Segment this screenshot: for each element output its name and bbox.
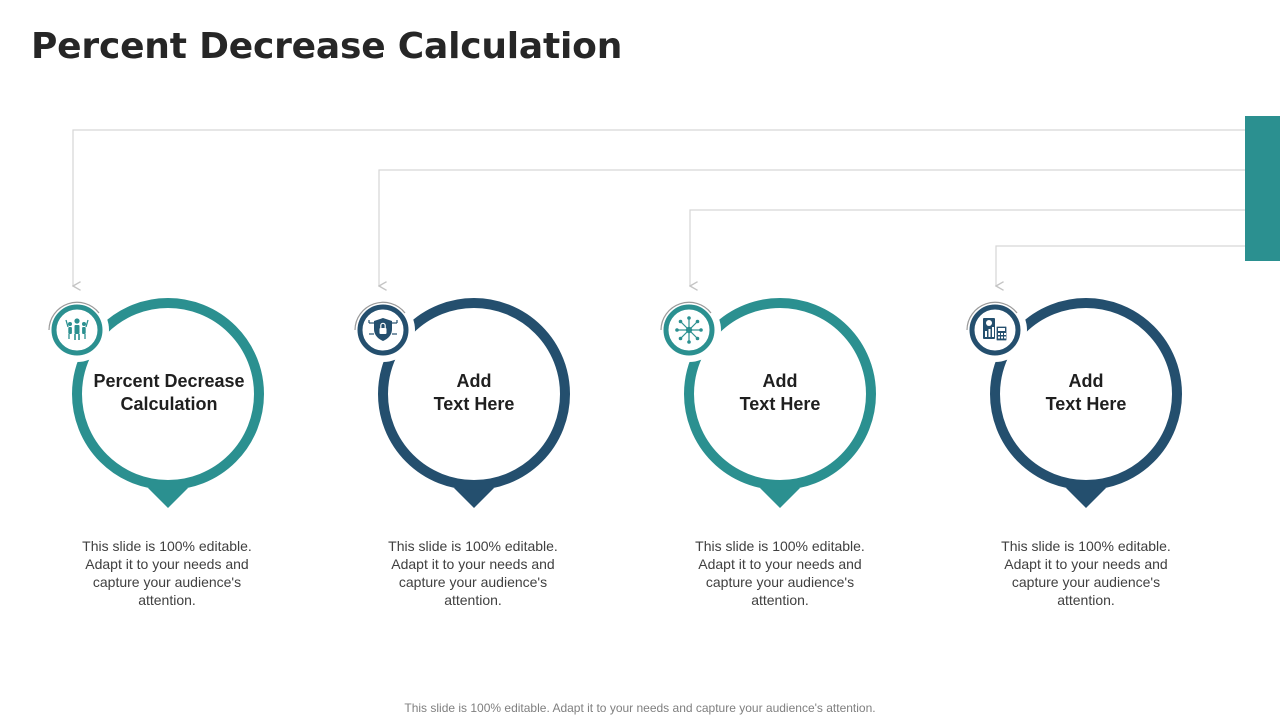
step-ring-1 [72, 298, 264, 508]
icon-badge-2 [351, 298, 415, 362]
step-ring-4 [990, 298, 1182, 508]
step-label-4: Add Text Here [1045, 371, 1127, 414]
icon-badge-3 [657, 298, 721, 362]
step-label-3: Add Text Here [739, 371, 821, 414]
footer-note: This slide is 100% editable. Adapt it to… [404, 701, 876, 715]
connector-line-3 [690, 209, 1245, 286]
step-ring-2 [378, 298, 570, 508]
side-accent-bar [1245, 116, 1280, 261]
step-description-4: This slide is 100% editable. Adapt it to… [1001, 538, 1171, 608]
step-description-1: This slide is 100% editable. Adapt it to… [82, 538, 252, 608]
page-title: Percent Decrease Calculation [31, 26, 623, 67]
icon-badge-4 [963, 298, 1027, 362]
shield-lock-icon [368, 318, 398, 341]
step-description-2: This slide is 100% editable. Adapt it to… [388, 538, 558, 608]
step-label-2: Add Text Here [433, 371, 515, 414]
connector-line-4 [996, 245, 1245, 286]
connector-line-2 [379, 169, 1245, 286]
team-icon [65, 318, 89, 340]
icon-badge-1 [45, 298, 109, 362]
step-description-3: This slide is 100% editable. Adapt it to… [695, 538, 865, 608]
step-ring-3 [684, 298, 876, 508]
finance-calculator-icon [983, 318, 1008, 342]
connector-line-1 [73, 129, 1245, 286]
network-icon [675, 316, 703, 344]
step-label-1: Percent Decrease Calculation [93, 371, 245, 414]
